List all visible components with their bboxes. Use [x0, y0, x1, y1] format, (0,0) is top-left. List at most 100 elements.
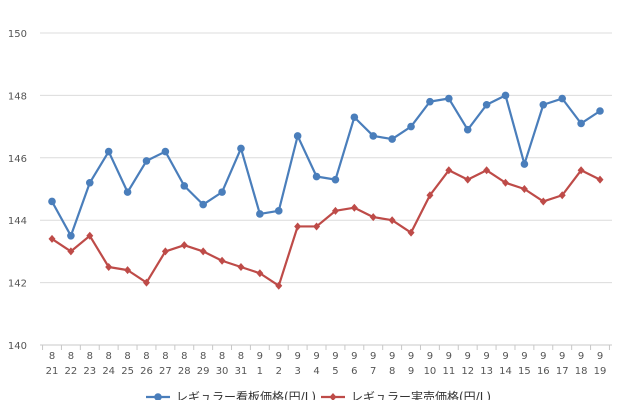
x-tick-label-month: 8	[106, 351, 112, 362]
data-point-2	[294, 222, 302, 231]
data-point-2	[407, 228, 415, 237]
x-tick-label-day: 17	[556, 366, 569, 377]
x-tick-label-day: 14	[499, 366, 512, 377]
x-tick-label-day: 3	[294, 366, 300, 377]
data-point-2	[369, 213, 377, 222]
legend-label-2: レギュラー実売価格(円/L)	[351, 389, 491, 400]
x-tick-label-day: 15	[518, 366, 531, 377]
series-line-1	[51, 94, 601, 237]
x-tick-label-month: 9	[427, 351, 433, 362]
data-point-2	[331, 206, 339, 215]
x-tick-label-day: 22	[65, 366, 78, 377]
data-point-1	[237, 144, 245, 153]
x-tick-label-day: 26	[140, 366, 153, 377]
x-tick-label-day: 8	[389, 366, 395, 377]
x-tick-label-day: 12	[461, 366, 474, 377]
x-tick-label-day: 21	[46, 366, 59, 377]
data-point-2	[237, 263, 245, 271]
x-tick-label-month: 9	[408, 351, 414, 362]
data-point-1	[104, 147, 113, 156]
x-tick-label-day: 4	[313, 366, 319, 377]
legend-swatch-marker-2	[329, 393, 337, 400]
data-point-2	[275, 281, 283, 290]
data-point-2	[199, 247, 207, 256]
x-tick-label-month: 8	[219, 351, 225, 362]
data-point-1	[558, 94, 567, 103]
x-tick-label-month: 9	[294, 351, 300, 362]
data-point-2	[124, 266, 132, 275]
data-point-2	[313, 222, 321, 231]
x-tick-label-month: 8	[181, 351, 187, 362]
data-point-2	[558, 191, 566, 200]
x-tick-label-month: 8	[68, 351, 74, 362]
data-point-1	[445, 94, 453, 103]
data-point-1	[407, 122, 415, 131]
legend-swatch-marker-1	[154, 393, 162, 400]
y-tick-label: 146	[8, 154, 27, 165]
y-tick-label: 150	[8, 29, 27, 40]
y-tick-label: 144	[8, 216, 27, 227]
data-point-1	[539, 100, 548, 109]
x-tick-label-day: 11	[442, 366, 455, 377]
x-tick-label-month: 9	[370, 351, 376, 362]
series-lines	[48, 91, 604, 290]
data-point-1	[85, 178, 94, 187]
legend: レギュラー看板価格(円/L) レギュラー実売価格(円/L)	[146, 389, 491, 400]
y-tick-label: 142	[8, 279, 27, 290]
x-tick-label-month: 8	[238, 351, 244, 362]
data-point-2	[464, 175, 472, 184]
x-tick-label-month: 9	[483, 351, 489, 362]
x-tick-label-month: 9	[389, 351, 395, 362]
data-point-2	[218, 256, 226, 265]
data-point-1	[426, 97, 434, 106]
x-tick-label-day: 9	[408, 366, 414, 377]
x-tick-label-month: 8	[162, 351, 168, 362]
x-tick-label-day: 5	[332, 366, 338, 377]
data-point-1	[161, 147, 170, 156]
x-tick-label-day: 7	[370, 366, 376, 377]
x-tick-label-day: 16	[537, 366, 550, 377]
x-tick-label-month: 9	[446, 351, 452, 362]
data-point-2	[502, 178, 510, 187]
x-tick-label-month: 8	[143, 351, 149, 362]
data-point-2	[180, 241, 188, 250]
x-tick-label-month: 8	[49, 351, 55, 362]
data-point-1	[218, 188, 226, 196]
data-point-1	[274, 207, 283, 215]
data-point-1	[350, 113, 359, 122]
x-tick-label-day: 1	[257, 366, 263, 377]
data-point-1	[293, 132, 302, 140]
data-point-2	[445, 166, 453, 175]
x-tick-label-month: 8	[87, 351, 93, 362]
data-point-1	[123, 188, 132, 196]
x-tick-label-day: 2	[276, 366, 282, 377]
x-tick-label-month: 9	[502, 351, 508, 362]
x-tick-label-month: 9	[559, 351, 565, 362]
data-point-2	[350, 203, 358, 212]
data-point-2	[161, 247, 169, 256]
data-point-1	[369, 132, 378, 140]
x-tick-label-month: 9	[332, 351, 338, 362]
x-tick-label-day: 23	[83, 366, 96, 377]
data-point-1	[596, 107, 604, 115]
y-axis: 140 142 144 146 148 150	[8, 29, 27, 352]
data-point-2	[388, 216, 396, 225]
x-tick-label-day: 24	[102, 366, 115, 377]
x-tick-label-day: 19	[594, 366, 607, 377]
x-tick-label-day: 27	[159, 366, 172, 377]
data-point-2	[596, 175, 604, 184]
x-tick-label-month: 9	[276, 351, 282, 362]
data-point-1	[199, 200, 207, 209]
y-tick-label: 148	[8, 91, 27, 102]
x-tick-label-day: 28	[178, 366, 191, 377]
data-point-1	[180, 182, 189, 190]
data-point-1	[331, 175, 340, 184]
x-tick-label-day: 29	[197, 366, 210, 377]
x-tick-label-day: 25	[121, 366, 134, 377]
x-tick-label-month: 9	[351, 351, 357, 362]
y-tick-label: 140	[8, 341, 27, 352]
x-tick-label-month: 9	[540, 351, 546, 362]
x-tick-label-month: 8	[200, 351, 206, 362]
data-point-2	[520, 185, 528, 193]
